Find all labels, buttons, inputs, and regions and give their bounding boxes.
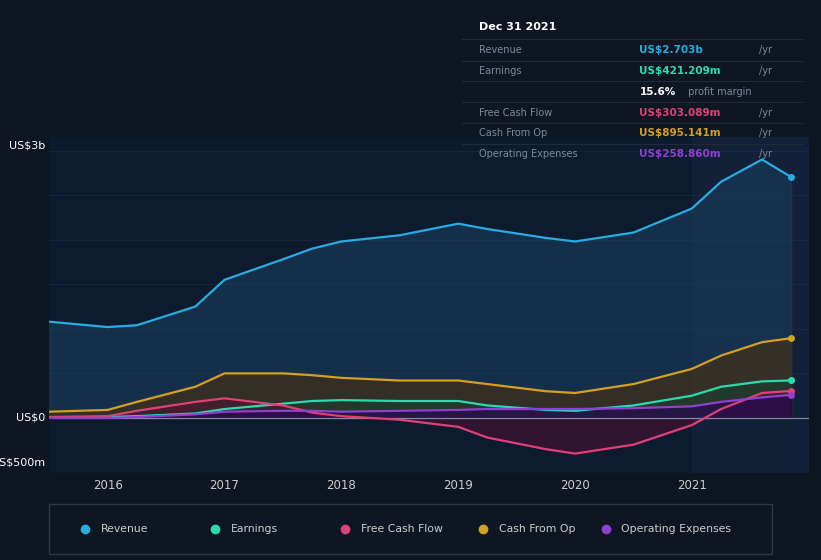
Bar — [692, 137, 809, 473]
Text: Operating Expenses: Operating Expenses — [479, 149, 578, 159]
Text: Cash From Op: Cash From Op — [498, 524, 576, 534]
Text: 15.6%: 15.6% — [640, 87, 676, 97]
Text: /yr: /yr — [759, 45, 772, 55]
Text: US$3b: US$3b — [9, 141, 45, 151]
Text: Free Cash Flow: Free Cash Flow — [479, 108, 553, 118]
Text: US$895.141m: US$895.141m — [640, 128, 721, 138]
Text: US$421.209m: US$421.209m — [640, 66, 721, 76]
Text: US$0: US$0 — [16, 413, 45, 423]
Text: US$303.089m: US$303.089m — [640, 108, 721, 118]
Text: Dec 31 2021: Dec 31 2021 — [479, 22, 557, 32]
Text: Revenue: Revenue — [101, 524, 149, 534]
Text: profit margin: profit margin — [686, 87, 752, 97]
Text: Operating Expenses: Operating Expenses — [621, 524, 732, 534]
Text: Cash From Op: Cash From Op — [479, 128, 548, 138]
Text: US$258.860m: US$258.860m — [640, 149, 721, 159]
Text: Earnings: Earnings — [479, 66, 522, 76]
Text: Free Cash Flow: Free Cash Flow — [361, 524, 443, 534]
Text: Earnings: Earnings — [232, 524, 278, 534]
Text: /yr: /yr — [759, 66, 772, 76]
Text: Revenue: Revenue — [479, 45, 522, 55]
Text: /yr: /yr — [759, 149, 772, 159]
Text: /yr: /yr — [759, 128, 772, 138]
Text: US$2.703b: US$2.703b — [640, 45, 704, 55]
Text: -US$500m: -US$500m — [0, 458, 45, 468]
Text: /yr: /yr — [759, 108, 772, 118]
